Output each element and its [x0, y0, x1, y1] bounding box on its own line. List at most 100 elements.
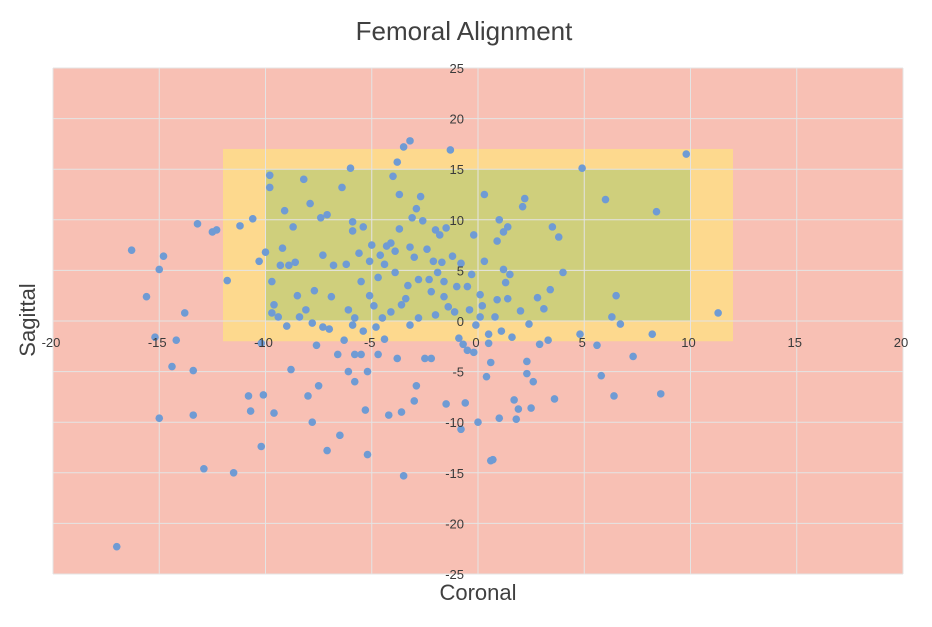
- y-tick-label: 20: [450, 112, 464, 127]
- data-point: [255, 257, 263, 266]
- data-point: [401, 294, 410, 303]
- data-point: [616, 320, 625, 328]
- data-point: [597, 371, 606, 380]
- data-point: [327, 292, 336, 301]
- data-point: [406, 137, 414, 145]
- data-point: [474, 418, 482, 427]
- data-point: [280, 206, 289, 215]
- data-point: [478, 302, 487, 310]
- data-point: [484, 330, 493, 338]
- data-point: [648, 330, 657, 338]
- data-point: [467, 270, 476, 279]
- data-point: [501, 278, 510, 287]
- data-point: [518, 202, 527, 211]
- data-point: [340, 336, 348, 345]
- data-point: [372, 323, 380, 331]
- data-point: [656, 390, 665, 398]
- y-tick-label: -5: [452, 365, 464, 380]
- data-point: [212, 226, 221, 234]
- data-point: [329, 261, 338, 270]
- x-tick-label: -10: [254, 335, 273, 350]
- data-point: [516, 307, 525, 315]
- data-point: [491, 313, 499, 321]
- data-point: [391, 268, 399, 277]
- data-point: [429, 257, 438, 266]
- data-point: [406, 321, 414, 329]
- y-tick-label: 10: [450, 213, 464, 228]
- data-point: [499, 265, 508, 274]
- data-point: [452, 282, 461, 291]
- data-point: [442, 224, 450, 232]
- data-point: [387, 239, 395, 247]
- data-point: [287, 365, 295, 374]
- data-point: [344, 306, 353, 314]
- data-point: [431, 226, 440, 234]
- data-point: [151, 333, 159, 341]
- data-point: [359, 327, 368, 335]
- data-point: [268, 309, 276, 317]
- x-tick-label: 20: [894, 335, 908, 350]
- data-point: [414, 275, 423, 284]
- data-point: [336, 431, 344, 440]
- data-point: [350, 314, 359, 322]
- data-point: [476, 313, 484, 321]
- data-point: [306, 199, 314, 208]
- data-point: [440, 292, 448, 301]
- data-point: [380, 260, 389, 269]
- data-point: [520, 194, 529, 203]
- data-point: [427, 354, 436, 363]
- data-point: [355, 249, 363, 257]
- data-point: [482, 372, 491, 381]
- data-point: [282, 322, 291, 330]
- data-point: [425, 275, 433, 284]
- data-point: [359, 223, 368, 231]
- data-point: [548, 223, 557, 231]
- data-point: [380, 335, 389, 344]
- data-point: [393, 354, 402, 363]
- x-tick-label: -20: [42, 335, 61, 350]
- data-point: [257, 442, 266, 451]
- data-point: [363, 367, 372, 376]
- data-point: [410, 253, 419, 262]
- data-point: [112, 542, 121, 551]
- data-point: [363, 450, 372, 459]
- data-point: [463, 346, 472, 355]
- y-tick-label: -15: [445, 466, 464, 481]
- data-point: [365, 291, 374, 300]
- data-point: [357, 350, 365, 359]
- data-point: [527, 404, 535, 412]
- data-point: [472, 321, 480, 329]
- data-point: [438, 258, 446, 267]
- data-point: [489, 455, 497, 464]
- data-point: [270, 409, 278, 417]
- data-point: [319, 251, 327, 260]
- data-point: [418, 217, 427, 225]
- data-point: [433, 268, 442, 277]
- data-point: [416, 192, 425, 201]
- data-point: [155, 414, 164, 422]
- data-point: [612, 291, 620, 300]
- x-tick-label: 0: [472, 335, 479, 350]
- data-point: [365, 257, 374, 266]
- y-tick-label: 0: [457, 314, 464, 329]
- data-point: [510, 396, 518, 404]
- data-point: [310, 286, 319, 295]
- data-point: [293, 291, 302, 300]
- data-point: [495, 414, 504, 422]
- data-point: [435, 231, 444, 239]
- data-point: [374, 350, 382, 359]
- y-tick-label: 5: [457, 263, 464, 278]
- x-tick-label: -15: [148, 335, 167, 350]
- data-point: [384, 411, 393, 419]
- y-tick-label: -10: [445, 415, 464, 430]
- data-point: [338, 183, 346, 192]
- data-point: [465, 306, 474, 314]
- data-point: [610, 392, 618, 400]
- data-point: [304, 392, 312, 400]
- data-point: [180, 309, 189, 317]
- data-point: [333, 350, 342, 359]
- data-point: [450, 308, 459, 316]
- grid-layer: [52, 67, 904, 575]
- data-point: [168, 362, 176, 371]
- data-point: [476, 290, 484, 299]
